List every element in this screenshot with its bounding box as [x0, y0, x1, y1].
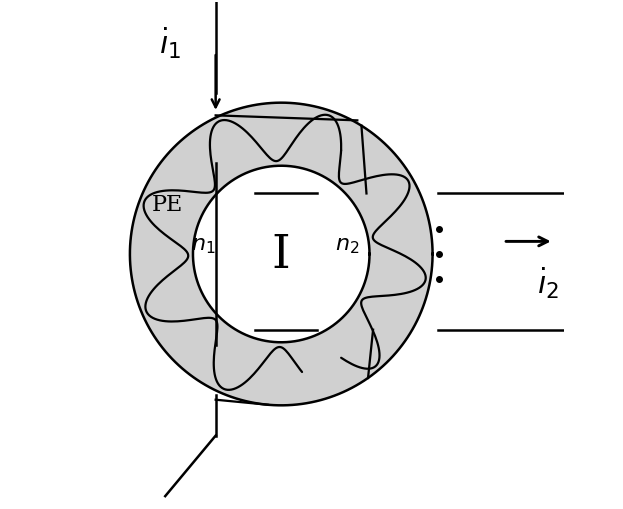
Circle shape: [130, 103, 432, 406]
Text: $n_1$: $n_1$: [191, 234, 216, 256]
Text: $\dot{\imath}_1$: $\dot{\imath}_1$: [159, 25, 181, 61]
Text: $n_2$: $n_2$: [335, 234, 359, 256]
Text: PE: PE: [152, 193, 183, 215]
Circle shape: [193, 166, 369, 343]
Text: $\dot{\imath}_2$: $\dot{\imath}_2$: [538, 264, 559, 300]
Text: I: I: [272, 232, 290, 277]
